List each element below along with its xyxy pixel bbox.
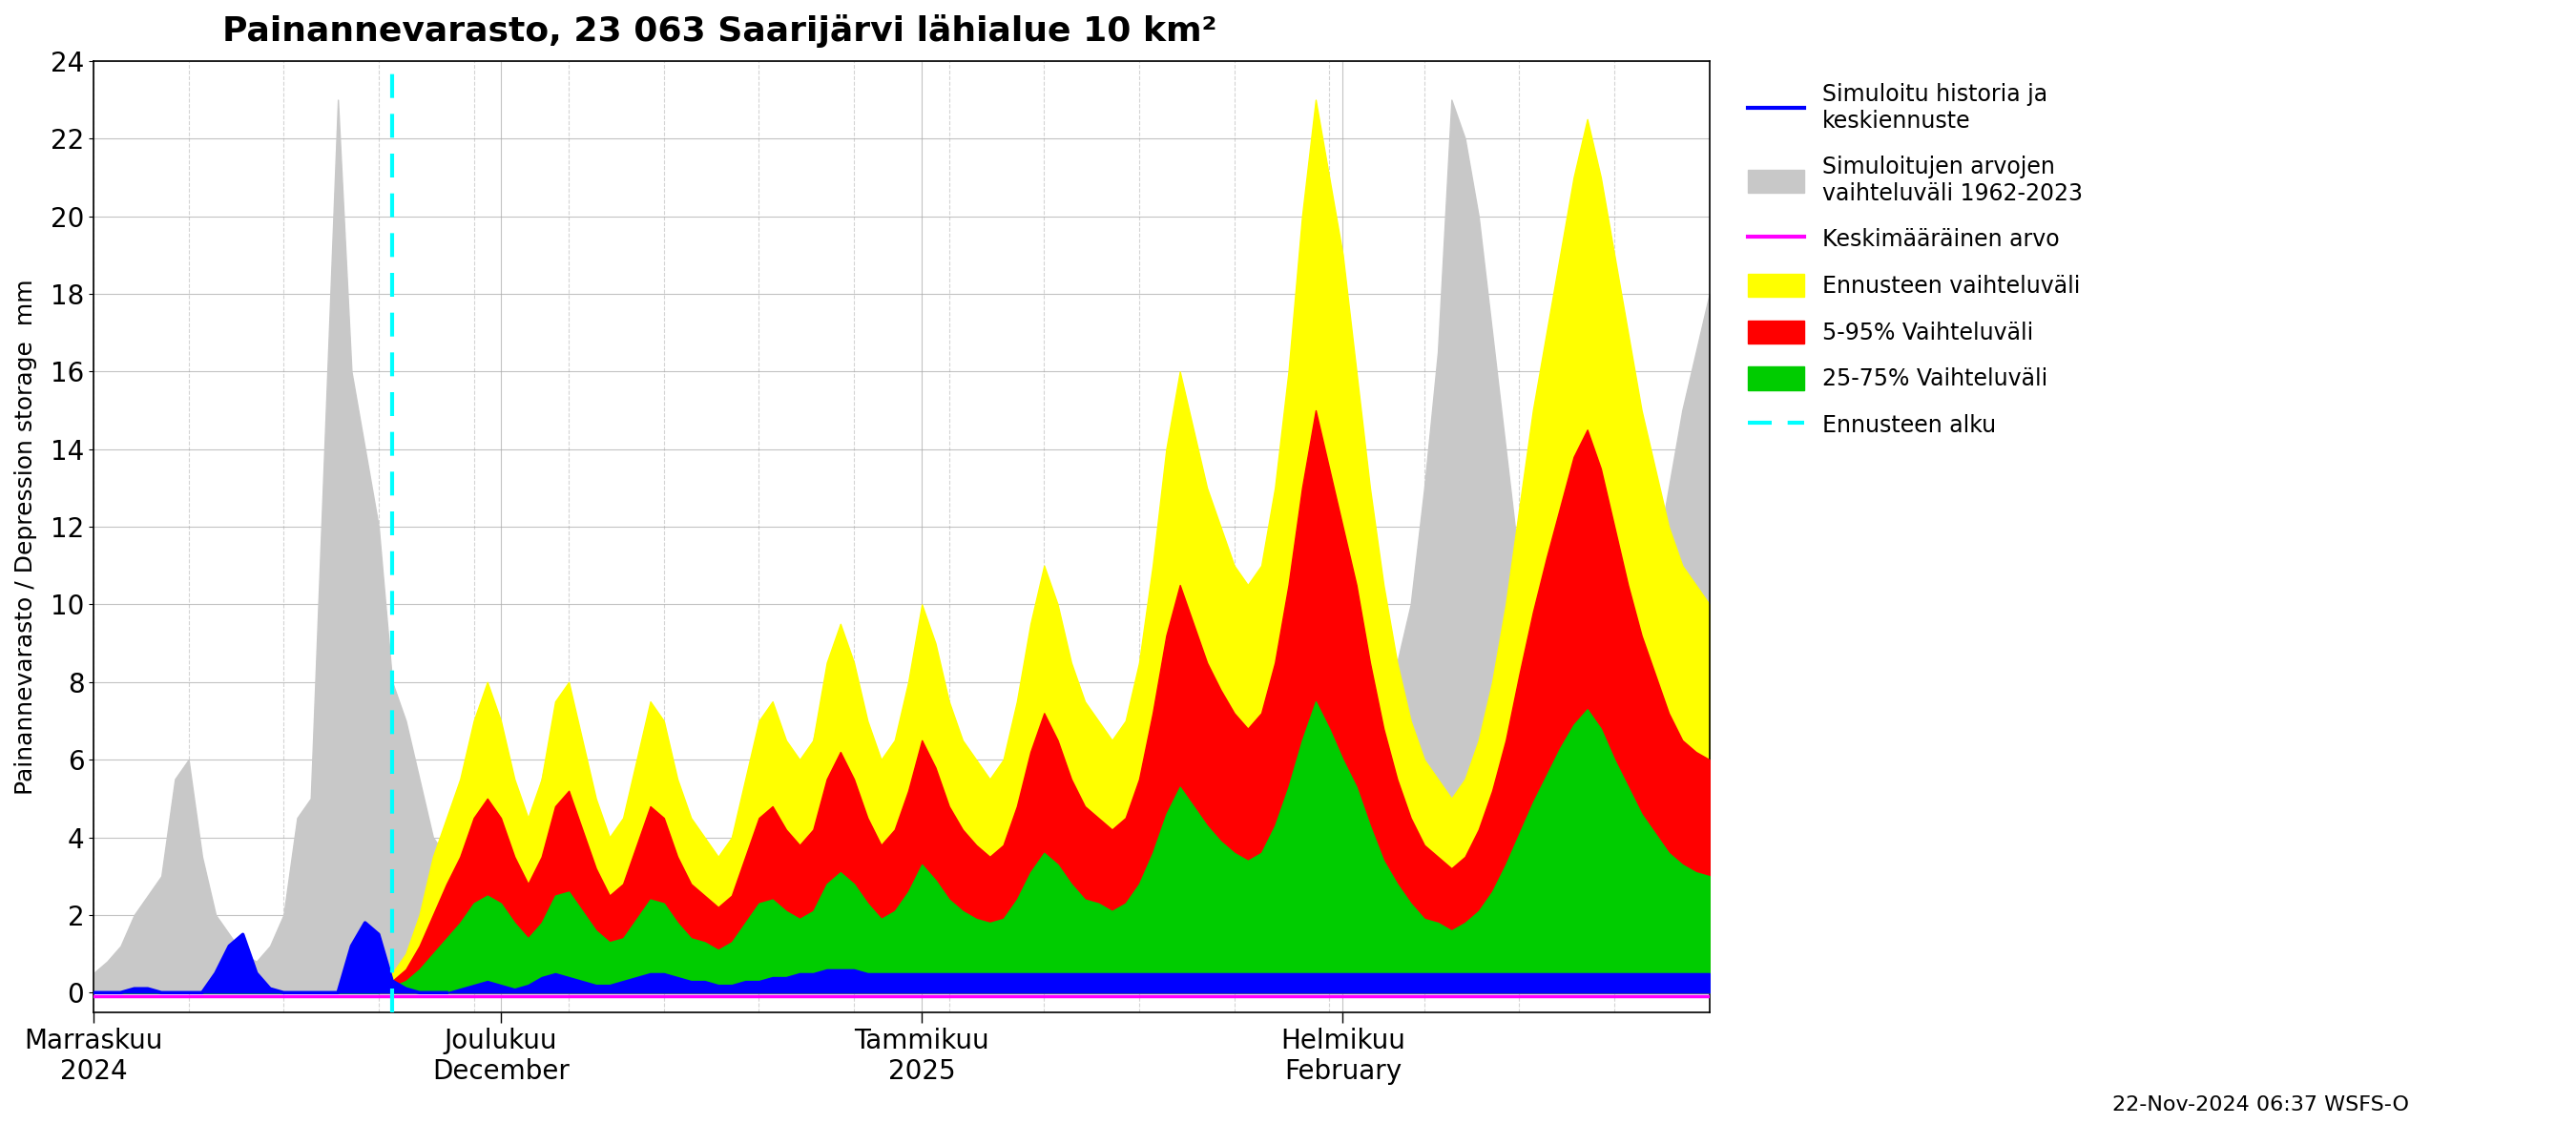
Y-axis label: Painannevarasto / Depression storage  mm: Painannevarasto / Depression storage mm [15, 278, 36, 795]
Text: Painannevarasto, 23 063 Saarijärvi lähialue 10 km²: Painannevarasto, 23 063 Saarijärvi lähia… [222, 14, 1218, 48]
Text: 22-Nov-2024 06:37 WSFS-O: 22-Nov-2024 06:37 WSFS-O [2112, 1096, 2409, 1114]
Legend: Simuloitu historia ja
keskiennuste, Simuloitujen arvojen
vaihteluväli 1962-2023,: Simuloitu historia ja keskiennuste, Simu… [1736, 72, 2094, 449]
